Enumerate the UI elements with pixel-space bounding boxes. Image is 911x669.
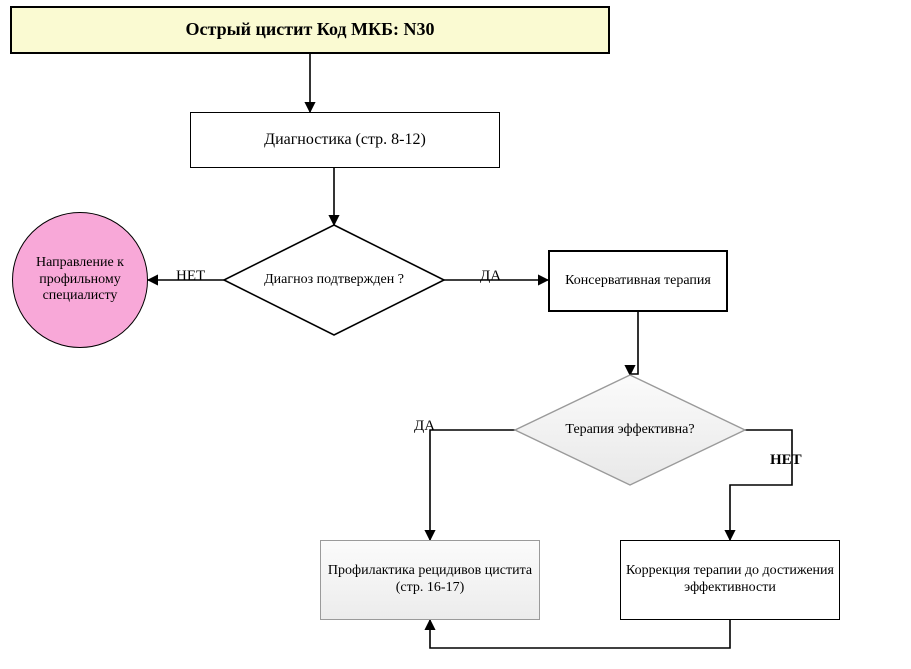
edge6-label-yes: ДА bbox=[414, 418, 435, 435]
edge-decision2-prophylaxis bbox=[430, 430, 515, 540]
correction-text: Коррекция терапии до достижения эффектив… bbox=[625, 563, 835, 597]
title-text: Острый цистит Код МКБ: N30 bbox=[186, 19, 435, 41]
specialist-text: Направление к профильному специалисту bbox=[19, 255, 141, 305]
specialist-circle: Направление к профильному специалисту bbox=[12, 212, 148, 348]
edge-therapy-decision2 bbox=[630, 312, 638, 375]
prophylaxis-node: Профилактика рецидивов цистита (стр. 16-… bbox=[320, 540, 540, 620]
edge-correction-prophylaxis bbox=[430, 620, 730, 648]
prophylaxis-text: Профилактика рецидивов цистита (стр. 16-… bbox=[325, 563, 535, 597]
therapy-node: Консервативная терапия bbox=[548, 250, 728, 312]
decision1-text: Диагноз подтвержден ? bbox=[264, 272, 404, 289]
edge-decision2-correction bbox=[730, 430, 792, 540]
decision2-text: Терапия эффективна? bbox=[565, 422, 694, 439]
diagnostics-node: Диагностика (стр. 8-12) bbox=[190, 112, 500, 168]
title-node: Острый цистит Код МКБ: N30 bbox=[10, 6, 610, 54]
decision1-text-wrap: Диагноз подтвержден ? bbox=[264, 254, 404, 306]
edge3-label-no: НЕТ bbox=[176, 268, 205, 285]
decision2-text-wrap: Терапия эффективна? bbox=[558, 406, 702, 454]
edge7-label-no: НЕТ bbox=[770, 452, 802, 469]
diagnostics-text: Диагностика (стр. 8-12) bbox=[264, 130, 426, 149]
correction-node: Коррекция терапии до достижения эффектив… bbox=[620, 540, 840, 620]
therapy-text: Консервативная терапия bbox=[565, 273, 711, 290]
edge4-label-yes: ДА bbox=[480, 268, 501, 285]
